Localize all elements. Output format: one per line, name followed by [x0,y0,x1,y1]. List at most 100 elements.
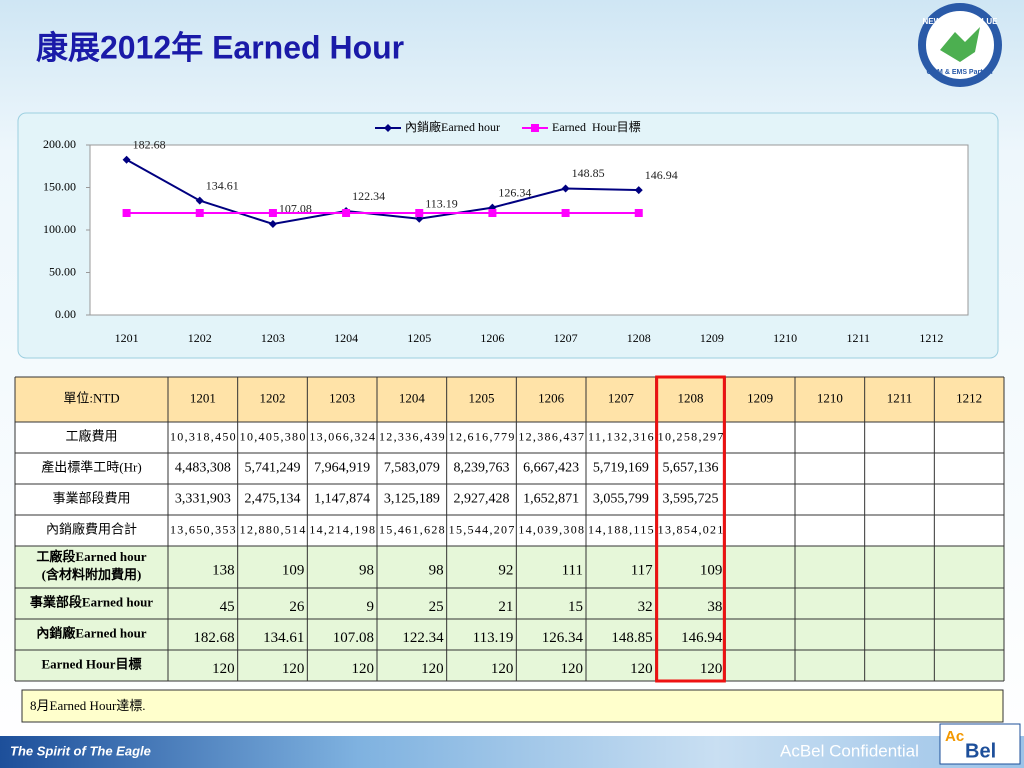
cell: 38 [707,599,722,615]
cell: 126.34 [542,630,584,646]
cell: 3,055,799 [593,492,649,507]
cell: 5,657,136 [663,461,719,476]
cell: 5,719,169 [593,461,649,476]
column-header: 1205 [469,390,495,405]
cell: 2,927,428 [454,492,510,507]
column-header: 1202 [260,390,286,405]
x-tick-label: 1211 [846,331,870,345]
slide-title: 康展2012年 Earned Hour [36,29,404,65]
column-header: 1211 [887,390,913,405]
x-tick-label: 1203 [261,331,285,345]
cell: 14,188,115 [588,522,654,536]
footer-slogan: The Spirit of The Eagle [10,743,151,758]
point [268,209,277,217]
row-label: (含材料附加費用) [42,567,142,582]
cell: 15,544,207 [449,522,515,536]
row-label: 工廠費用 [65,428,117,443]
column-header: 1212 [956,390,982,405]
column-header: 1201 [190,390,216,405]
cell: 146.94 [681,630,723,646]
cell: 7,964,919 [314,461,370,476]
cell: 9 [367,599,375,615]
point [342,209,351,217]
column-header: 1207 [608,390,635,405]
data-label: 113.19 [425,197,458,211]
x-tick-label: 1202 [188,331,212,345]
brand-text: Bel [965,740,996,762]
cell: 15 [568,599,583,615]
row-label: 工廠段Earned hour [36,549,146,564]
cell: 12,616,779 [449,429,515,443]
cell: 120 [421,661,444,677]
column-header: 1204 [399,390,426,405]
column-header: 1210 [817,390,843,405]
data-label: 148.85 [572,166,605,180]
cell: 113.19 [473,630,514,646]
row-label: 內銷廠費用合計 [46,521,137,536]
point [488,209,497,217]
point [195,196,204,205]
x-tick-label: 1201 [115,331,139,345]
point [561,209,570,217]
cell: 120 [282,661,305,677]
y-tick-label: 50.00 [49,264,76,278]
cell: 122.34 [402,630,444,646]
note-box [21,689,1004,723]
point [268,219,277,228]
cell: 134.61 [263,630,304,646]
point [195,209,204,217]
cell: 7,583,079 [384,461,440,476]
cell: 120 [561,661,584,677]
cell: 10,405,380 [240,429,306,443]
cell: 12,336,439 [379,429,445,443]
plot-area [89,144,969,316]
x-tick-label: 1206 [480,331,504,345]
cell: 109 [700,562,723,578]
cell: 120 [700,661,723,677]
y-tick-label: 200.00 [43,137,76,151]
cell: 45 [220,599,235,615]
legend-label: Earned Hour目標 [552,120,641,134]
point [415,209,424,217]
row-label: 內銷廠Earned hour [36,625,146,640]
x-tick-label: 1208 [627,331,651,345]
x-tick-label: 1207 [554,331,578,345]
table: 單位:NTD 1201 1202 1203 1204 1205 1206 1207 1208 12… [14,375,1005,683]
x-tick-label: 1209 [700,331,724,345]
point [634,186,643,195]
logo-text: NEW KINPO VALUE [923,17,999,26]
cell: 14,214,198 [309,522,375,536]
cell: 12,880,514 [240,522,306,536]
cell: 2,475,134 [245,492,301,507]
point [122,155,131,164]
series-line [126,158,639,226]
cell: 12,386,437 [518,429,584,443]
body-green [15,546,1004,681]
footer-band [0,736,1024,768]
cell: 117 [631,562,653,578]
x-tick-label: 1205 [407,331,431,345]
cell: 3,595,725 [663,492,719,507]
cell: 11,132,316 [588,429,654,443]
cell: 98 [359,562,374,578]
cell: 13,650,353 [170,522,236,536]
cell: 3,125,189 [384,492,440,507]
cell: 14,039,308 [518,522,584,536]
cell: 111 [562,562,583,578]
logo-mark [940,27,980,62]
cell: 120 [491,661,514,677]
point [634,209,643,217]
cell: 26 [289,599,305,615]
chart: 0.00 50.00 100.00 150.00 200.00 1201 1202 1203 1… [43,119,943,345]
data-label: 122.34 [352,189,385,203]
column-header: 1208 [678,390,704,405]
column-header: 單位:NTD [63,390,119,405]
y-tick-label: 100.00 [43,222,76,236]
x-tick-label: 1210 [773,331,797,345]
cell: 8,239,763 [454,461,510,476]
data-label: 182.68 [133,137,166,151]
row-label: 事業部段Earned hour [30,594,153,609]
data-label: 134.61 [206,178,239,192]
row-label: Earned Hour目標 [41,656,141,671]
